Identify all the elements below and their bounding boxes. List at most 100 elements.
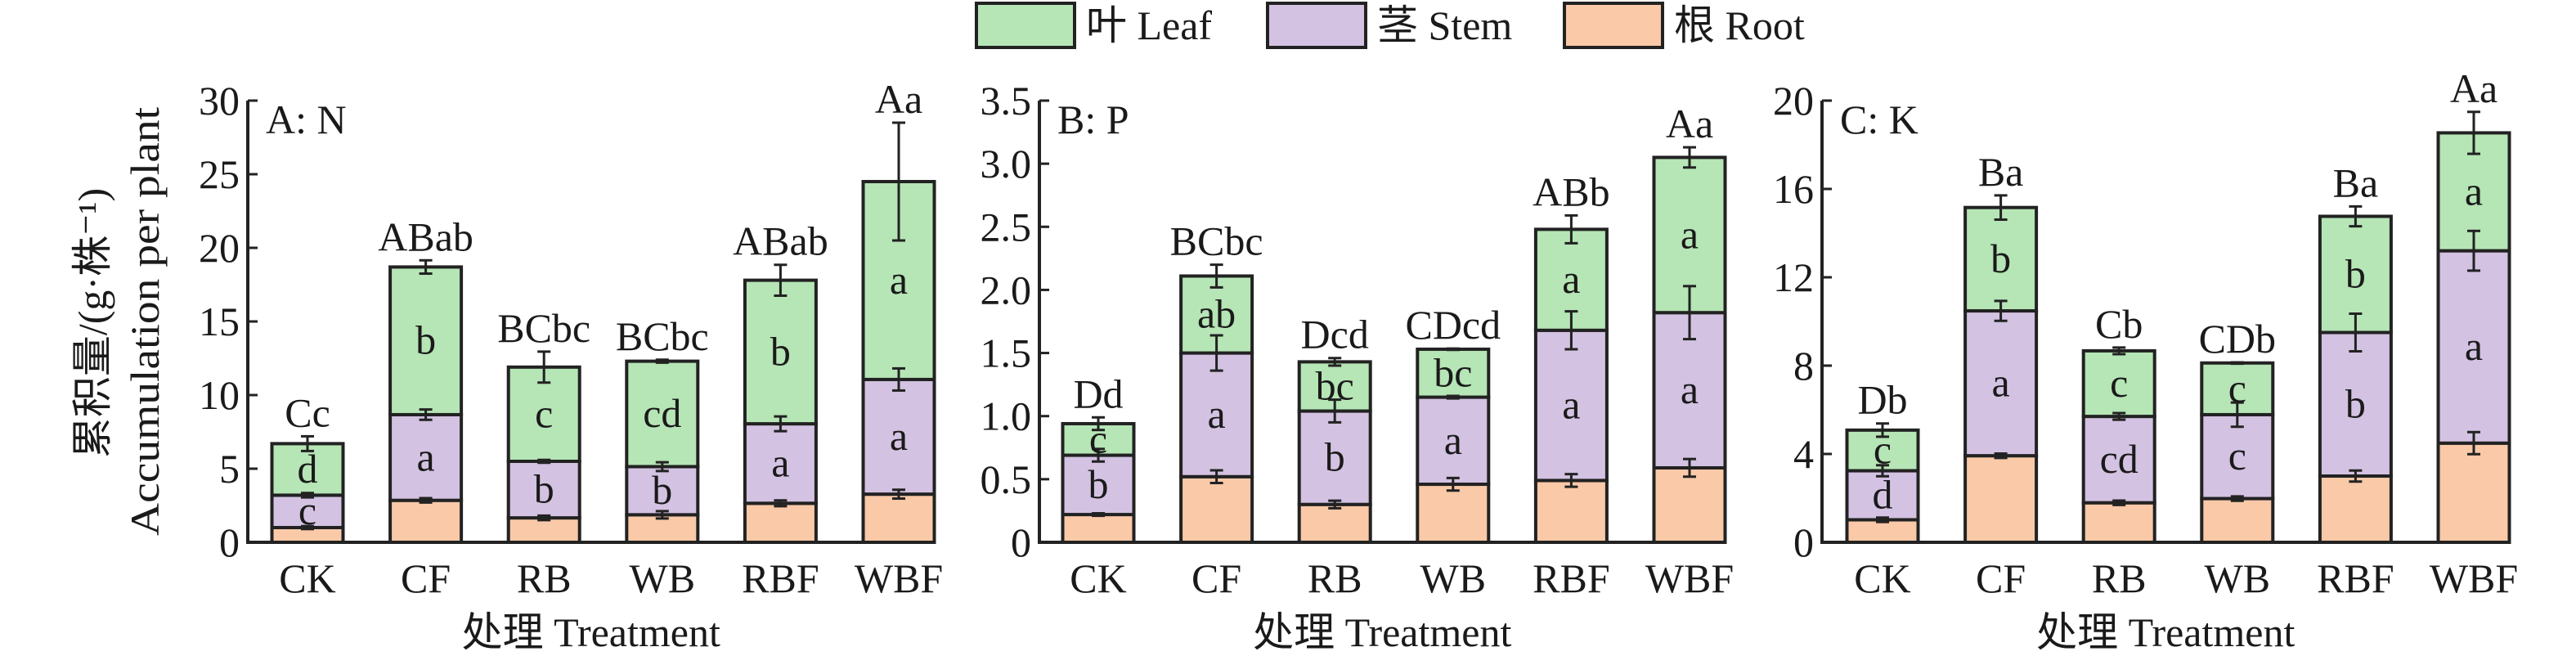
error-bar-leaf (774, 263, 788, 297)
y-tick-label: 2.0 (981, 267, 1032, 312)
error-bar-stem (774, 415, 788, 433)
x-tick-label: RB (517, 555, 572, 601)
error-bar-root (655, 510, 669, 520)
bar-segment-leaf (1652, 155, 1727, 315)
error-bar-root (419, 497, 433, 504)
error-bar-leaf (537, 350, 551, 384)
y-tick-label: 15 (199, 299, 240, 344)
y-tick-label: 8 (1793, 343, 1814, 389)
y-tick-label: 5 (219, 446, 240, 492)
x-tick-label: CF (1192, 555, 1241, 601)
error-bar-stem (1092, 447, 1105, 463)
x-tick-label: RB (2092, 555, 2147, 601)
bar-segment-root (1297, 502, 1372, 545)
error-bar-stem (1328, 398, 1342, 424)
error-bar-stem (1564, 310, 1578, 351)
legend-label-stem: 茎 Stem (1377, 2, 1512, 48)
error-bar-stem (1209, 334, 1223, 372)
x-tick-label: CK (1070, 555, 1126, 601)
error-bar-stem (1683, 285, 1696, 341)
bar-segment-root (1845, 518, 1920, 545)
significance-letter-leaf: b (2345, 250, 2366, 296)
total-significance-letter: ABb (1533, 168, 1609, 214)
significance-letter-leaf: c (535, 390, 553, 436)
legend-swatch-root (1563, 2, 1664, 49)
x-tick-label: WBF (1645, 555, 1734, 601)
total-significance-letter: Db (1857, 377, 1907, 423)
y-tick-label: 20 (1773, 78, 1814, 124)
y-tick-label: 12 (1773, 254, 1814, 300)
significance-letter-stem: b (534, 466, 554, 512)
error-bar-leaf (1683, 146, 1696, 169)
significance-letter-leaf: bc (1316, 362, 1354, 408)
y-tick-label: 30 (199, 78, 240, 124)
error-bar-leaf (1092, 416, 1105, 432)
x-axis-label: 处理 Treatment (1253, 609, 1511, 655)
bar-segment-stem (1179, 351, 1254, 479)
bar-segment-root (861, 492, 936, 545)
error-bar-stem (892, 366, 905, 392)
significance-letter-leaf: a (2465, 168, 2483, 214)
bar-segment-root (1179, 474, 1254, 544)
error-bar-leaf (1446, 347, 1460, 352)
panel-title: B: P (1057, 97, 1129, 142)
bar-segment-root (2081, 501, 2156, 544)
significance-letter-stem: a (890, 413, 908, 459)
x-tick-label: WB (630, 555, 696, 601)
y-axis-label-cn: 累积量/(g·株⁻¹) (70, 188, 115, 458)
significance-letter-leaf: d (298, 446, 318, 492)
total-significance-letter: Dcd (1301, 312, 1369, 357)
error-bar-leaf (2467, 110, 2480, 155)
error-bar-leaf (2349, 204, 2363, 228)
error-bar-stem (655, 461, 669, 473)
error-bar-leaf (1328, 357, 1342, 367)
bar-segment-root (743, 501, 818, 544)
significance-letter-leaf: bc (1434, 349, 1472, 395)
significance-letter-stem: b (2345, 380, 2366, 426)
y-tick-label: 0 (1793, 519, 1814, 565)
total-significance-letter: Ba (1978, 149, 2024, 195)
total-significance-letter: BCbc (616, 313, 709, 359)
significance-letter-stem: b (1325, 434, 1345, 480)
error-bar-root (1564, 473, 1578, 488)
legend-swatch-leaf (975, 2, 1076, 49)
error-bar-leaf (2112, 346, 2126, 356)
x-tick-label: WBF (855, 555, 943, 601)
total-significance-letter: Dd (1073, 371, 1123, 416)
y-tick-label: 10 (199, 372, 240, 418)
total-significance-letter: Cb (2095, 301, 2143, 347)
y-axis-label-en: Accumulation per plant (122, 107, 168, 536)
significance-letter-stem: d (1873, 471, 1893, 517)
error-bar-leaf (655, 358, 669, 364)
bar-segment-root (1061, 513, 1136, 544)
error-bar-root (537, 514, 551, 522)
significance-letter-leaf: a (1681, 211, 1699, 257)
x-tick-label: RB (1308, 555, 1362, 601)
x-tick-label: RBF (1533, 555, 1610, 601)
total-significance-letter: CDcd (1405, 302, 1501, 348)
significance-letter-leaf: cd (643, 390, 681, 436)
bar-segment-stem (1297, 409, 1372, 506)
x-tick-label: CK (279, 555, 335, 601)
error-bar-root (2467, 430, 2480, 456)
error-bar-stem (301, 492, 314, 499)
significance-letter-leaf: a (890, 257, 908, 303)
bar-segment-root (2436, 441, 2511, 545)
x-tick-label: CF (1976, 555, 2026, 601)
significance-letter-leaf: ab (1197, 291, 1236, 337)
bar-segment-root (506, 516, 581, 544)
bar-segment-root (1963, 454, 2039, 544)
error-bar-stem (2112, 411, 2126, 421)
significance-letter-stem: a (1681, 366, 1699, 412)
significance-letter-stem: cd (2100, 436, 2138, 482)
error-bar-leaf (301, 434, 314, 452)
error-bar-stem (419, 408, 433, 421)
y-tick-label: 25 (199, 151, 240, 197)
x-tick-label: RBF (742, 555, 819, 601)
error-bar-root (1209, 469, 1223, 484)
bar-segment-root (1652, 465, 1727, 545)
significance-letter-stem: a (2465, 323, 2483, 369)
error-bar-root (1994, 452, 2008, 460)
significance-letter-leaf: a (1562, 256, 1580, 302)
